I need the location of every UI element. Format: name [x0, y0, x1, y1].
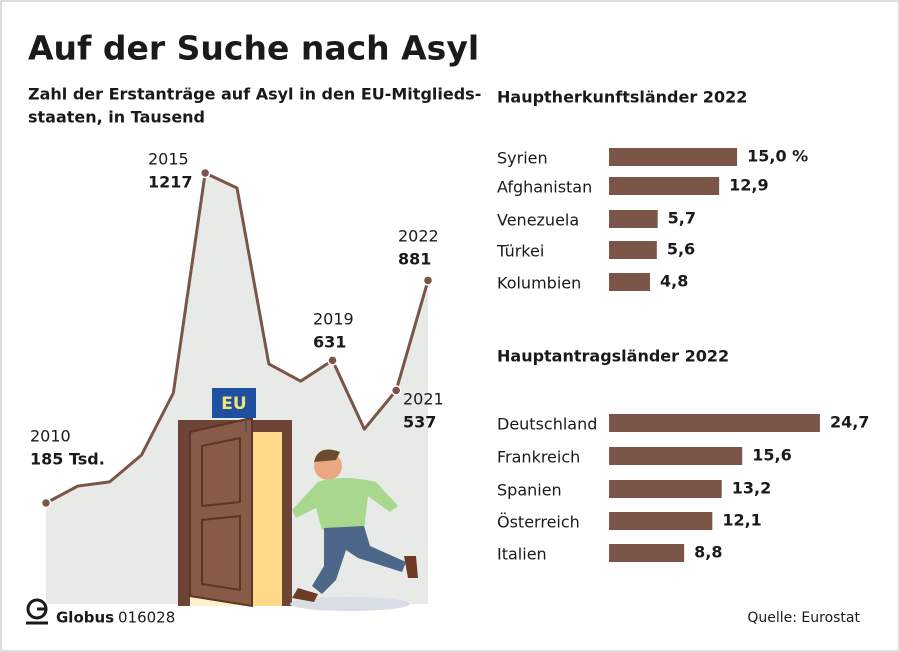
category-label: Frankreich — [497, 448, 580, 467]
category-label: Spanien — [497, 481, 562, 500]
hair — [314, 449, 340, 462]
value-label: 1217 — [148, 173, 193, 192]
year-label: 2015 — [148, 150, 189, 169]
value-label: 15,0 % — [747, 147, 808, 166]
point — [199, 167, 211, 179]
globus-logo — [26, 598, 48, 625]
bar — [609, 177, 720, 195]
value-label: 12,1 — [722, 511, 761, 530]
value-label: 5,6 — [667, 240, 695, 259]
value-label: 185 Tsd. — [30, 450, 105, 469]
light — [252, 432, 282, 606]
bar — [609, 512, 713, 530]
chart-title: Hauptantragsländer 2022 — [497, 347, 729, 366]
bar — [609, 273, 650, 291]
bar — [609, 148, 738, 166]
title: Auf der Suche nach Asyl — [28, 29, 479, 68]
shirt — [292, 478, 398, 530]
bar — [609, 210, 658, 228]
shoe — [292, 588, 318, 602]
value-label: 13,2 — [732, 479, 771, 498]
illustration: EU — [178, 388, 418, 611]
door-inset — [201, 436, 241, 508]
value-label: 8,8 — [694, 543, 722, 562]
category-label: Afghanistan — [497, 178, 592, 197]
shadow — [290, 597, 410, 611]
trousers — [312, 526, 406, 594]
category-label: Türkei — [496, 242, 544, 261]
bar — [609, 414, 820, 432]
value-label: 881 — [398, 250, 431, 269]
door-inset — [201, 514, 241, 592]
door-panel — [189, 416, 253, 608]
value-label: 631 — [313, 333, 346, 352]
bar — [609, 447, 743, 465]
year-label: 2019 — [313, 310, 354, 329]
line — [45, 171, 430, 505]
subtitle: staaten, in Tausend — [28, 108, 205, 127]
year-label: 2021 — [403, 390, 444, 409]
bar — [609, 241, 657, 259]
point — [40, 497, 52, 509]
brand: Globus — [56, 609, 114, 627]
shoe — [404, 556, 418, 578]
value-label: 537 — [403, 413, 436, 432]
eu-sign — [212, 388, 256, 418]
code: 016028 — [118, 609, 175, 627]
bar — [609, 480, 722, 498]
point — [327, 355, 338, 366]
point — [422, 275, 434, 286]
value-label: 15,6 — [752, 446, 791, 465]
category-label: Deutschland — [497, 415, 597, 434]
category-label: Italien — [497, 545, 547, 564]
source: Quelle: Eurostat — [747, 610, 860, 626]
value-label: 5,7 — [668, 209, 696, 228]
chart-title: Hauptherkunftsländer 2022 — [497, 88, 747, 107]
year-label: 2022 — [398, 227, 439, 246]
value-label: 24,7 — [830, 413, 869, 432]
category-label: Österreich — [497, 513, 580, 532]
value-label: 4,8 — [660, 272, 688, 291]
category-label: Kolumbien — [497, 274, 581, 293]
category-label: Syrien — [497, 149, 548, 168]
category-label: Venezuela — [497, 211, 579, 230]
year-label: 2010 — [30, 427, 71, 446]
subtitle: Zahl der Erstanträge auf Asyl in den EU-… — [28, 85, 481, 104]
eu-label: EU — [221, 394, 246, 414]
point — [390, 385, 402, 396]
value-label: 12,9 — [729, 176, 768, 195]
bar — [609, 544, 685, 562]
